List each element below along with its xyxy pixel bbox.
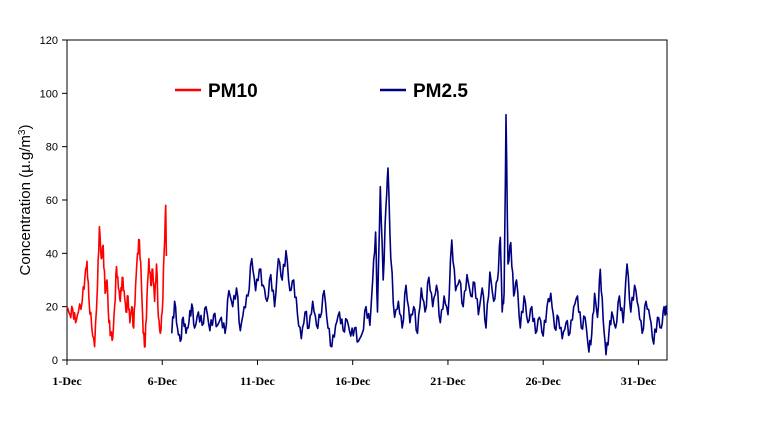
y-axis-label: Concentration (µ.g/m3) [17,125,35,276]
y-tick-label: 100 [40,88,58,100]
plot-area [66,39,668,361]
legend-label: PM10 [208,81,258,102]
x-tick-label: 26-Dec [526,374,562,388]
y-tick-label: 60 [46,195,58,207]
x-tick-label: 6-Dec [148,374,178,388]
series-lines [66,113,668,356]
legend-label: PM2.5 [413,81,468,102]
x-tick-label: 1-Dec [52,374,82,388]
y-tick-label: 20 [46,302,58,314]
series-line-pm25 [171,113,668,356]
x-tick-label: 16-Dec [335,374,371,388]
y-axis-ticks: 0 20 40 60 80 100 120 [40,35,67,367]
x-tick-label: 31-Dec [621,374,657,388]
x-tick-label: 21-Dec [430,374,466,388]
y-tick-label: 0 [52,355,58,367]
y-tick-label: 80 [46,142,58,154]
x-axis-ticks: 1-Dec 6-Dec 11-Dec 16-Dec 21-Dec 26-Dec 31-Dec [52,360,657,388]
y-tick-label: 120 [40,35,58,47]
legend: PM10 PM2.5 [175,81,468,102]
y-tick-label: 40 [46,248,58,260]
y-axis-label-superscript: 3 [17,129,28,135]
series-line-pm10 [66,204,168,348]
x-tick-label: 11-Dec [240,374,275,388]
